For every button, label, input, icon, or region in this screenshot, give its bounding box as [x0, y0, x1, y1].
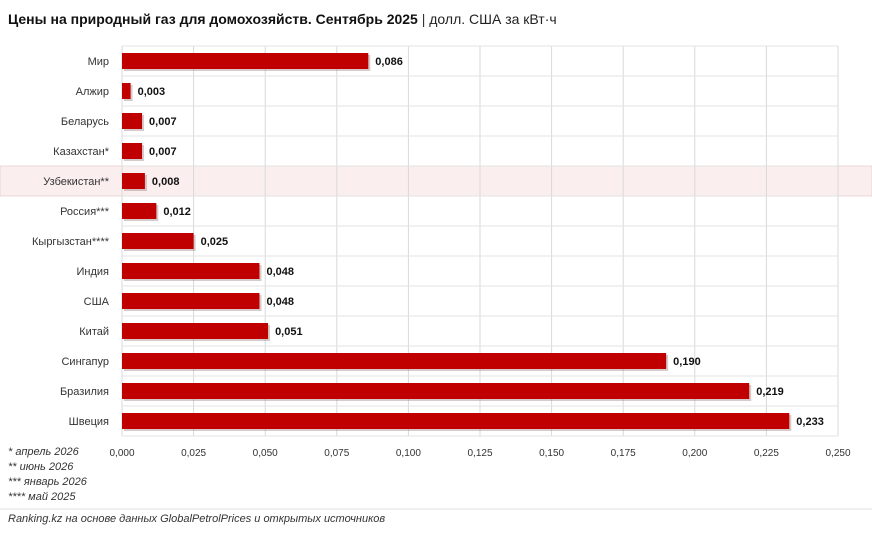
- value-label: 0,007: [149, 146, 177, 158]
- value-label: 0,007: [149, 116, 177, 128]
- footnote-3: *** январь 2026: [8, 476, 87, 488]
- footnotes: * апрель 2026 ** июнь 2026 *** январь 20…: [8, 445, 87, 505]
- category-label: Швеция: [69, 416, 109, 428]
- bar: [122, 203, 157, 219]
- footnote-4: **** май 2025: [8, 491, 76, 503]
- x-tick-label: 0,175: [611, 448, 636, 459]
- category-label: Китай: [79, 326, 109, 338]
- bar: [122, 413, 790, 429]
- value-label: 0,048: [266, 296, 294, 308]
- x-tick-label: 0,075: [324, 448, 349, 459]
- x-tick-label: 0,225: [754, 448, 779, 459]
- x-tick-label: 0,250: [825, 448, 850, 459]
- category-label: Казахстан*: [53, 146, 110, 158]
- category-label: Узбекистан**: [43, 176, 109, 188]
- x-tick-label: 0,025: [181, 448, 206, 459]
- title-separator: |: [421, 11, 426, 27]
- x-tick-label: 0,100: [396, 448, 421, 459]
- bar: [122, 323, 269, 339]
- bar: [122, 143, 143, 159]
- footnote-1: * апрель 2026: [8, 446, 79, 458]
- category-label: Бразилия: [60, 386, 109, 398]
- value-label: 0,190: [673, 356, 701, 368]
- x-tick-label: 0,125: [467, 448, 492, 459]
- x-tick-label: 0,200: [682, 448, 707, 459]
- chart-unit: долл. США за кВт·ч: [429, 11, 557, 27]
- value-label: 0,025: [201, 236, 229, 248]
- x-tick-label: 0,000: [109, 448, 134, 459]
- chart-title: Цены на природный газ для домохозяйств. …: [8, 11, 557, 27]
- bar: [122, 113, 143, 129]
- bar: [122, 53, 369, 69]
- x-tick-label: 0,050: [253, 448, 278, 459]
- bar: [122, 263, 260, 279]
- category-label: Беларусь: [61, 116, 109, 128]
- footnote-2: ** июнь 2026: [8, 461, 74, 473]
- category-label: Алжир: [76, 86, 109, 98]
- bar: [122, 383, 750, 399]
- category-label: Индия: [76, 266, 109, 278]
- bar: [122, 293, 260, 309]
- chart-title-main: Цены на природный газ для домохозяйств. …: [8, 11, 418, 27]
- category-label: Мир: [88, 56, 109, 68]
- value-label: 0,051: [275, 326, 303, 338]
- category-label: Россия***: [60, 206, 110, 218]
- value-label: 0,048: [266, 266, 294, 278]
- value-label: 0,003: [138, 86, 166, 98]
- value-label: 0,012: [163, 206, 191, 218]
- value-label: 0,219: [756, 386, 784, 398]
- category-label: Кыргызстан****: [32, 236, 110, 248]
- value-label: 0,086: [375, 56, 403, 68]
- value-label: 0,233: [796, 416, 824, 428]
- bar: [122, 233, 194, 249]
- x-tick-label: 0,150: [539, 448, 564, 459]
- bar: [122, 83, 131, 99]
- bar: [122, 173, 145, 189]
- bar: [122, 353, 667, 369]
- category-label: США: [84, 296, 110, 308]
- value-label: 0,008: [152, 176, 180, 188]
- source-note: Ranking.kz на основе данных GlobalPetrol…: [8, 513, 386, 525]
- highlight-row-band: [0, 165, 872, 197]
- category-label: Сингапур: [61, 356, 109, 368]
